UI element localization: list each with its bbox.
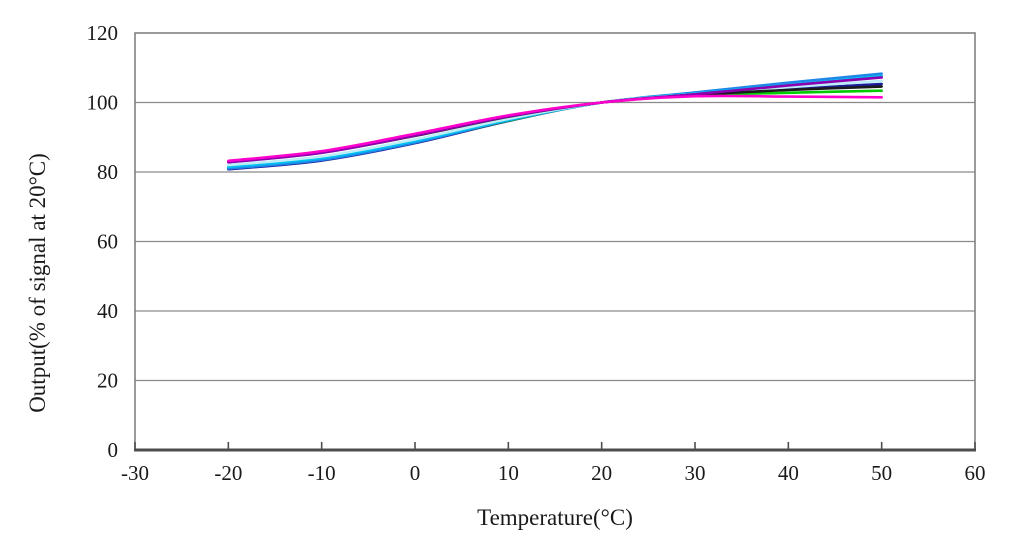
x-tick-label: 50 xyxy=(871,461,892,485)
y-axis-title: Output(% of signal at 20°C) xyxy=(25,153,50,413)
y-tick-label: 100 xyxy=(87,91,119,115)
x-tick-label: 40 xyxy=(778,461,799,485)
x-tick-label: 30 xyxy=(685,461,706,485)
x-tick-label: 20 xyxy=(591,461,612,485)
series-line-sample-magenta xyxy=(227,94,883,163)
x-tick-label: -30 xyxy=(121,461,149,485)
x-tick-label: 60 xyxy=(965,461,986,485)
y-tick-label: 40 xyxy=(97,299,118,323)
y-tick-label: 0 xyxy=(108,438,119,462)
y-tick-label: 120 xyxy=(87,21,119,45)
y-tick-label: 20 xyxy=(97,369,118,393)
x-tick-label: -20 xyxy=(214,461,242,485)
x-tick-label: -10 xyxy=(308,461,336,485)
x-tick-label: 10 xyxy=(498,461,519,485)
x-tick-label: 0 xyxy=(410,461,421,485)
y-tick-label: 60 xyxy=(97,230,118,254)
y-tick-label: 80 xyxy=(97,160,118,184)
x-axis-title: Temperature(°C) xyxy=(477,505,633,530)
